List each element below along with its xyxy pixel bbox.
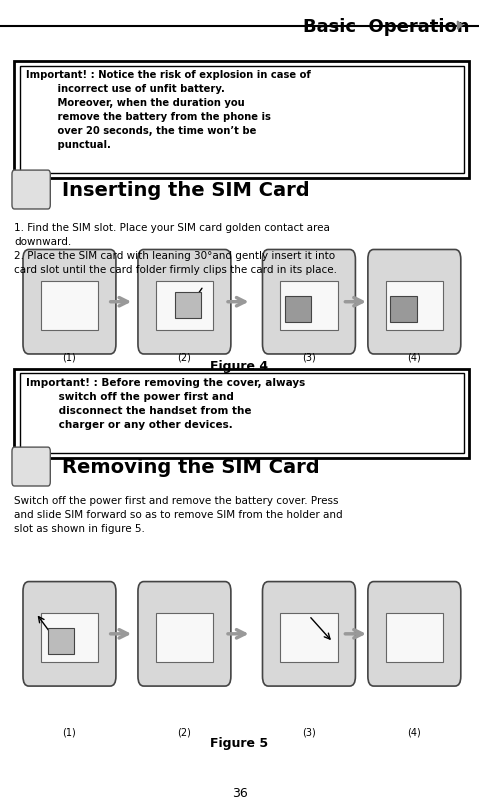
Text: 1. Find the SIM slot. Place your SIM card golden contact area
downward.
2. Place: 1. Find the SIM slot. Place your SIM car… xyxy=(14,223,337,275)
FancyBboxPatch shape xyxy=(262,249,355,354)
FancyBboxPatch shape xyxy=(368,249,461,354)
Text: Removing the SIM Card: Removing the SIM Card xyxy=(62,458,320,477)
FancyBboxPatch shape xyxy=(280,613,338,662)
FancyBboxPatch shape xyxy=(138,249,231,354)
FancyBboxPatch shape xyxy=(14,369,469,458)
Text: (3): (3) xyxy=(302,727,316,737)
FancyBboxPatch shape xyxy=(175,292,201,318)
FancyBboxPatch shape xyxy=(14,61,469,178)
Text: 36: 36 xyxy=(232,787,247,800)
Text: Important! : Notice the risk of explosion in case of
         incorrect use of u: Important! : Notice the risk of explosio… xyxy=(26,70,311,151)
Text: Important! : Before removing the cover, always
         switch off the power fir: Important! : Before removing the cover, … xyxy=(26,378,306,430)
Text: (4): (4) xyxy=(408,352,421,362)
FancyBboxPatch shape xyxy=(156,613,213,662)
FancyBboxPatch shape xyxy=(48,628,74,654)
FancyBboxPatch shape xyxy=(262,582,355,686)
FancyBboxPatch shape xyxy=(23,582,116,686)
FancyBboxPatch shape xyxy=(390,296,417,322)
FancyBboxPatch shape xyxy=(386,281,443,330)
FancyBboxPatch shape xyxy=(156,281,213,330)
Text: Figure 5: Figure 5 xyxy=(210,737,269,750)
Text: (1): (1) xyxy=(63,727,76,737)
FancyBboxPatch shape xyxy=(280,281,338,330)
FancyBboxPatch shape xyxy=(138,582,231,686)
Text: (4): (4) xyxy=(408,727,421,737)
Text: (2): (2) xyxy=(178,352,191,362)
Text: Figure 4: Figure 4 xyxy=(210,360,269,373)
FancyBboxPatch shape xyxy=(23,249,116,354)
FancyBboxPatch shape xyxy=(12,447,50,486)
FancyBboxPatch shape xyxy=(41,281,98,330)
FancyBboxPatch shape xyxy=(368,582,461,686)
FancyBboxPatch shape xyxy=(285,296,311,322)
Text: (2): (2) xyxy=(178,727,191,737)
Text: Basic  Operation: Basic Operation xyxy=(303,18,469,36)
FancyBboxPatch shape xyxy=(12,170,50,209)
FancyBboxPatch shape xyxy=(386,613,443,662)
Text: (3): (3) xyxy=(302,352,316,362)
Text: Switch off the power first and remove the battery cover. Press
and slide SIM for: Switch off the power first and remove th… xyxy=(14,496,343,534)
Text: (1): (1) xyxy=(63,352,76,362)
FancyBboxPatch shape xyxy=(41,613,98,662)
Polygon shape xyxy=(457,21,462,29)
Text: Inserting the SIM Card: Inserting the SIM Card xyxy=(62,181,310,200)
